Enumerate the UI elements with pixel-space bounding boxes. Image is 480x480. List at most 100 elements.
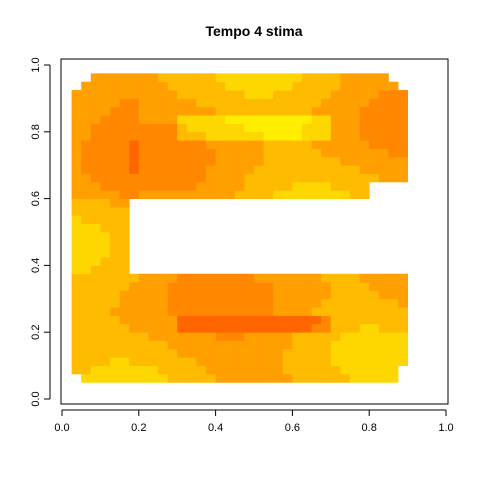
heatmap-cell	[254, 315, 264, 325]
heatmap-cell	[148, 332, 159, 341]
heatmap-cell	[340, 273, 351, 283]
heatmap-cell	[110, 165, 120, 174]
heatmap-cell	[321, 106, 332, 116]
heatmap-cell	[206, 282, 216, 291]
heatmap-cell	[148, 357, 159, 366]
heatmap-cell	[350, 190, 360, 199]
heatmap-cell	[254, 90, 264, 99]
heatmap-cell	[398, 173, 408, 183]
heatmap-cell	[196, 315, 207, 325]
heatmap-cell	[311, 181, 322, 191]
heatmap-cell	[215, 148, 226, 158]
heatmap-cell	[282, 273, 293, 283]
heatmap-cell	[378, 165, 389, 174]
heatmap-cell	[340, 106, 351, 116]
heatmap-cell	[359, 106, 370, 116]
heatmap-cell	[369, 115, 380, 124]
heatmap-cell	[138, 273, 149, 283]
heatmap-cell	[215, 290, 226, 300]
heatmap-cell	[177, 282, 188, 291]
heatmap-cell	[225, 165, 236, 174]
heatmap-cell	[215, 357, 226, 366]
heatmap-cell	[90, 340, 101, 350]
heatmap-cell	[398, 106, 408, 116]
heatmap-cell	[90, 181, 101, 191]
heatmap-cell	[273, 365, 284, 375]
heatmap-cell	[311, 315, 322, 325]
heatmap-cell	[321, 307, 332, 316]
heatmap-cell	[90, 248, 101, 258]
heatmap-cell	[254, 307, 264, 316]
heatmap-cell	[71, 323, 82, 333]
heatmap-cell	[206, 123, 216, 133]
heatmap-cell	[167, 323, 178, 333]
heatmap-cell	[206, 298, 216, 308]
heatmap-cell	[292, 323, 303, 333]
heatmap-cell	[100, 348, 111, 358]
heatmap-cell	[71, 223, 82, 233]
heatmap-cell	[388, 332, 399, 341]
heatmap-cell	[206, 290, 216, 300]
heatmap-cell	[129, 323, 140, 333]
heatmap-cell	[129, 123, 140, 133]
heatmap-cell	[196, 123, 207, 133]
heatmap-cell	[138, 181, 149, 191]
heatmap-cell	[321, 156, 332, 166]
heatmap-cell	[369, 156, 380, 166]
heatmap-cell	[215, 340, 226, 350]
heatmap-cell	[273, 98, 284, 108]
heatmap-cell	[119, 365, 130, 375]
heatmap-cell	[302, 81, 312, 91]
heatmap-cell	[167, 106, 178, 116]
heatmap-cell	[158, 332, 168, 341]
heatmap-cell	[129, 73, 140, 83]
heatmap-cell	[234, 115, 245, 124]
heatmap-cell	[388, 373, 399, 383]
heatmap-cell	[302, 165, 312, 174]
heatmap-cell	[330, 357, 341, 366]
heatmap-cell	[71, 240, 82, 250]
heatmap-cell	[369, 282, 380, 291]
heatmap-cell	[148, 173, 159, 183]
heatmap-cell	[100, 115, 111, 124]
heatmap-cell	[244, 282, 255, 291]
heatmap-cell	[129, 290, 140, 300]
heatmap-cell	[378, 98, 389, 108]
heatmap-cell	[398, 123, 408, 133]
heatmap-cell	[148, 181, 159, 191]
heatmap-cell	[244, 181, 255, 191]
heatmap-cell	[158, 273, 168, 283]
heatmap-cell	[340, 90, 351, 99]
heatmap-cell	[369, 315, 380, 325]
heatmap-cell	[292, 298, 303, 308]
heatmap-cell	[273, 173, 284, 183]
heatmap-cell	[110, 373, 120, 383]
heatmap-cell	[215, 323, 226, 333]
heatmap-cell	[177, 115, 188, 124]
heatmap-cell	[90, 240, 101, 250]
heatmap-cell	[398, 340, 408, 350]
heatmap-cell	[321, 357, 332, 366]
heatmap-cell	[177, 290, 188, 300]
heatmap-cell	[282, 73, 293, 83]
heatmap-cell	[398, 131, 408, 141]
heatmap-cell	[177, 340, 188, 350]
heatmap-cell	[215, 173, 226, 183]
heatmap-cell	[350, 357, 360, 366]
heatmap-cell	[234, 365, 245, 375]
heatmap-cell	[378, 298, 389, 308]
heatmap-cell	[234, 90, 245, 99]
heatmap-cell	[234, 181, 245, 191]
heatmap-cell	[119, 348, 130, 358]
heatmap-cell	[244, 190, 255, 199]
heatmap-cell	[350, 282, 360, 291]
heatmap-cell	[330, 123, 341, 133]
heatmap-cell	[167, 307, 178, 316]
heatmap-cell	[71, 307, 82, 316]
heatmap-cell	[119, 248, 130, 258]
heatmap-cell	[273, 106, 284, 116]
heatmap-cell	[148, 373, 159, 383]
heatmap-cell	[100, 165, 111, 174]
heatmap-cell	[225, 98, 236, 108]
heatmap-cell	[177, 173, 188, 183]
